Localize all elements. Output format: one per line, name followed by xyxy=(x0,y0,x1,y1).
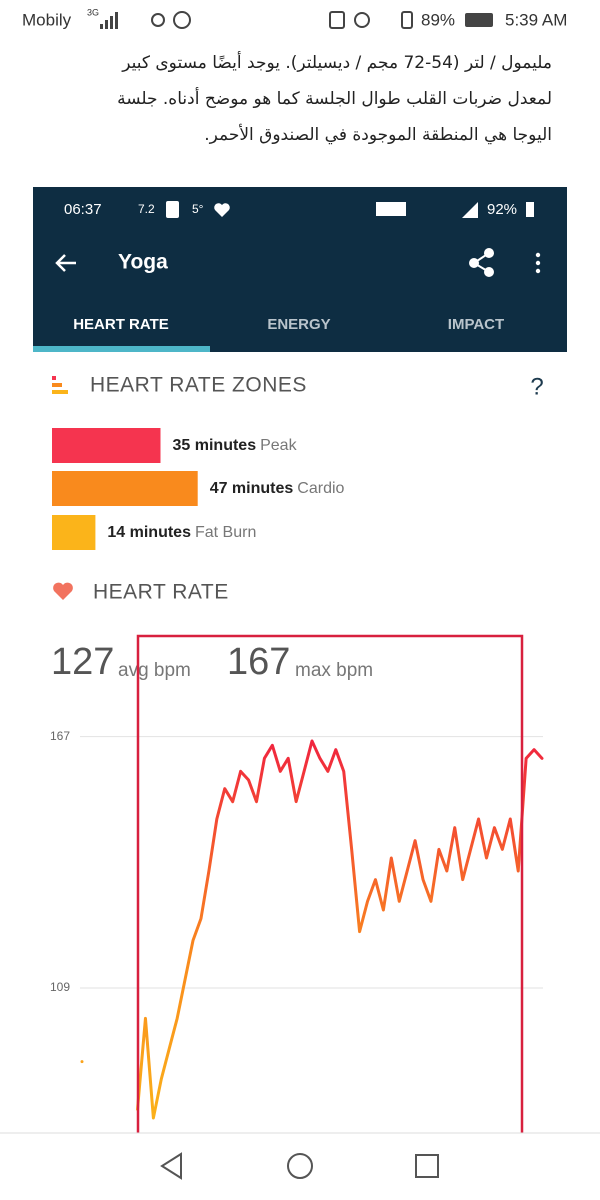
app-speed: 7.2 xyxy=(138,202,155,216)
section-title: HEART RATE ZONES xyxy=(90,374,307,397)
zones-icon xyxy=(52,376,68,394)
zone-name: Peak xyxy=(260,437,297,454)
section-title: HEART RATE xyxy=(93,581,229,604)
app-battery: 92% xyxy=(487,201,517,218)
max-label: max bpm xyxy=(295,660,373,681)
tab-indicator xyxy=(33,346,210,352)
nav-bar xyxy=(0,1133,600,1200)
nav-back[interactable] xyxy=(160,1152,182,1180)
back-button[interactable] xyxy=(55,254,76,272)
article-line: لمعدل ضربات القلب طوال الجلسة كما هو موض… xyxy=(117,89,552,109)
menu-button[interactable] xyxy=(535,252,541,274)
nav-recents[interactable] xyxy=(415,1154,439,1178)
max-value: 167 xyxy=(227,641,290,683)
clock: 5:39 AM xyxy=(505,10,567,29)
network: 3G xyxy=(87,7,99,17)
zone-bar xyxy=(52,515,96,550)
article-line: مليمول / لتر (54-72 مجم / ديسيلتر). يوجد… xyxy=(122,53,552,73)
zone-name: Fat Burn xyxy=(195,524,256,541)
signal-icon xyxy=(462,202,478,218)
highlight-box xyxy=(136,634,524,1158)
zone-label: 47 minutes Cardio xyxy=(210,480,345,497)
zone-minutes: 47 minutes xyxy=(210,480,294,497)
icon xyxy=(151,13,165,27)
heart-icon xyxy=(214,203,230,217)
zone-minutes: 14 minutes xyxy=(107,524,191,541)
signal-icon xyxy=(100,12,118,29)
avg-label: avg bpm xyxy=(118,660,191,681)
tab[interactable]: HEART RATE xyxy=(73,316,169,333)
tab[interactable]: IMPACT xyxy=(448,316,504,333)
app-title: Yoga xyxy=(118,251,168,274)
alarm-icon xyxy=(354,12,370,28)
avg-value: 127 xyxy=(51,641,114,683)
article-line: اليوجا هي المنطقة الموجودة في الصندوق ال… xyxy=(204,125,552,145)
share-button[interactable] xyxy=(469,248,494,277)
tab[interactable]: ENERGY xyxy=(267,316,330,333)
zone-bar xyxy=(52,471,198,506)
zone-name: Cardio xyxy=(297,480,344,497)
app-time: 06:37 xyxy=(64,201,102,218)
vibrate-icon xyxy=(401,11,413,29)
bt-icon xyxy=(166,201,179,218)
y-tick-label: 109 xyxy=(50,980,70,994)
volte-icon xyxy=(376,202,406,216)
app-temp: 5° xyxy=(192,202,204,216)
battery-icon xyxy=(526,202,534,217)
zone-bar xyxy=(52,428,161,463)
nfc-icon xyxy=(329,11,345,29)
help-button[interactable]: ? xyxy=(530,373,543,400)
zone-label: 35 minutes Peak xyxy=(173,437,298,454)
heart-rate-chart: 167 109 xyxy=(50,729,544,1120)
nav-home[interactable] xyxy=(287,1153,313,1179)
zone-label: 14 minutes Fat Burn xyxy=(107,524,256,541)
whatsapp-icon xyxy=(173,11,191,29)
zone-minutes: 35 minutes xyxy=(173,437,257,454)
heart-icon xyxy=(53,582,73,600)
carrier: Mobily xyxy=(22,10,72,29)
battery-text: 89% xyxy=(421,10,455,29)
y-tick-label: 167 xyxy=(50,729,70,743)
battery-icon xyxy=(465,13,493,27)
heart-rate-line xyxy=(80,739,544,1120)
